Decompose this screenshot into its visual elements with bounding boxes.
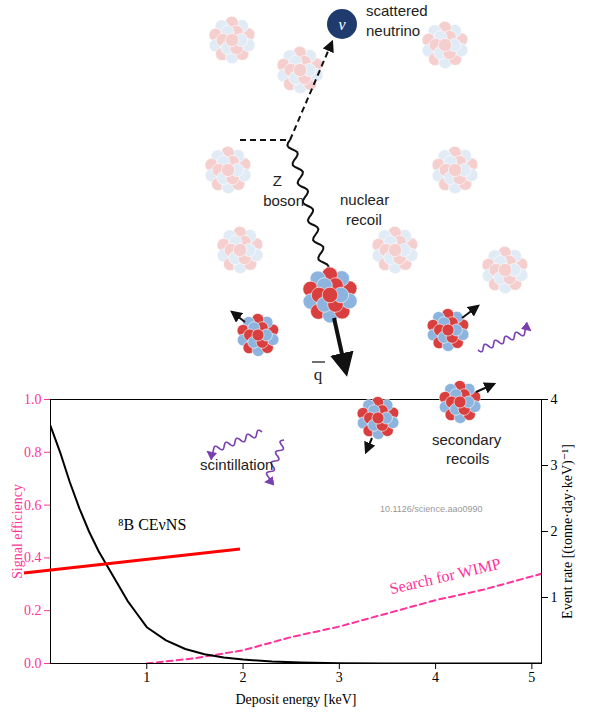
svg-text:neutrino: neutrino <box>366 22 420 39</box>
svg-text:0.6: 0.6 <box>24 498 42 513</box>
svg-text:recoils: recoils <box>446 450 489 467</box>
svg-text:3: 3 <box>336 670 343 685</box>
svg-text:2: 2 <box>240 670 247 685</box>
svg-text:boson: boson <box>263 192 304 209</box>
svg-text:nuclear: nuclear <box>340 191 389 208</box>
svg-text:1.0: 1.0 <box>24 392 42 407</box>
svg-text:scattered: scattered <box>366 2 428 19</box>
svg-text:Deposit energy [keV]: Deposit energy [keV] <box>235 692 356 707</box>
svg-text:Event rate [(tonne·day·keV)⁻¹]: Event rate [(tonne·day·keV)⁻¹] <box>560 444 576 619</box>
svg-text:Search for WIMP: Search for WIMP <box>388 555 502 597</box>
svg-text:0.2: 0.2 <box>24 603 42 618</box>
svg-text:0.8: 0.8 <box>24 445 42 460</box>
svg-text:10.1126/science.aao0990: 10.1126/science.aao0990 <box>380 504 482 514</box>
svg-text:⁸B CEνNS: ⁸B CEνNS <box>118 516 186 533</box>
svg-text:2: 2 <box>551 524 558 539</box>
svg-text:secondary: secondary <box>432 431 502 448</box>
svg-text:Signal efficiency: Signal efficiency <box>10 484 25 579</box>
svg-text:q: q <box>314 365 323 384</box>
svg-text:1: 1 <box>143 670 150 685</box>
svg-text:3: 3 <box>551 458 558 473</box>
svg-text:5: 5 <box>528 670 535 685</box>
svg-text:recoil: recoil <box>346 211 382 228</box>
svg-text:ν: ν <box>338 16 346 33</box>
svg-text:scintillation: scintillation <box>200 456 273 473</box>
svg-text:0.0: 0.0 <box>24 656 42 671</box>
svg-text:1: 1 <box>551 590 558 605</box>
svg-text:4: 4 <box>551 392 558 407</box>
svg-text:0.4: 0.4 <box>24 550 42 565</box>
svg-text:4: 4 <box>432 670 439 685</box>
svg-text:Z: Z <box>273 172 282 189</box>
